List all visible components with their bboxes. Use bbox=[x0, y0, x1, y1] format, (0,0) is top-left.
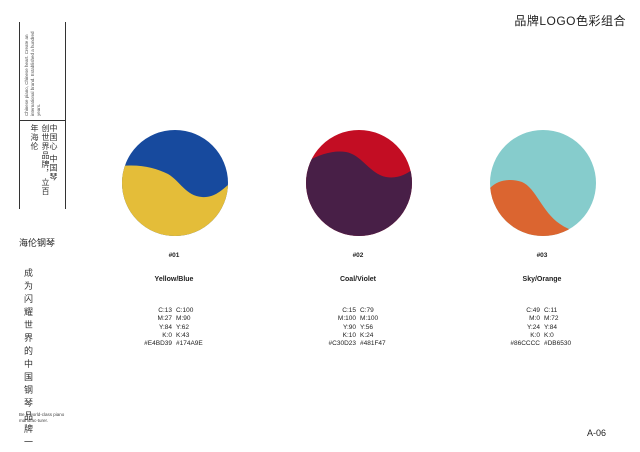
spec-k-right: K:43 bbox=[176, 331, 190, 339]
spec-hex-left: #C30D23 bbox=[328, 340, 356, 348]
spec-c-left: C:49 bbox=[526, 307, 540, 314]
spec-y-right: Y:56 bbox=[360, 323, 374, 331]
spec-c-right: C:79 bbox=[360, 307, 374, 314]
swatch-name: Yellow/Blue bbox=[154, 276, 194, 283]
logo-circle-sky-orange bbox=[490, 130, 596, 236]
swatch-number: #02 bbox=[352, 252, 364, 259]
page-title: 品牌LOGO色彩组合 bbox=[514, 14, 626, 28]
sidebar-frame bbox=[19, 22, 66, 209]
spec-k-left: K:0 bbox=[530, 331, 540, 339]
circle-bottom-color bbox=[306, 151, 412, 236]
spec-c-right: C:100 bbox=[176, 307, 194, 314]
spec-y-left: Y:90 bbox=[342, 323, 356, 331]
spec-m-right: M:72 bbox=[544, 315, 559, 323]
spec-k-right: K:24 bbox=[360, 331, 374, 339]
color-spec-block: C:49 M:0 Y:24 K:0 #86CCCC C:11 M:72 Y:84… bbox=[472, 307, 612, 351]
spec-hex-right: #174A9E bbox=[176, 340, 203, 348]
swatch-yellow-blue bbox=[122, 130, 228, 236]
spec-m-right: M:90 bbox=[176, 315, 191, 323]
spec-hex-right: #481F47 bbox=[360, 340, 386, 348]
english-slogan: Be a world-class piano manufac-turer. bbox=[19, 412, 65, 423]
spec-hex-left: #E4BD39 bbox=[144, 340, 172, 348]
spec-y-left: Y:24 bbox=[526, 323, 540, 331]
spec-m-left: M:0 bbox=[529, 315, 540, 323]
circle-bottom-color bbox=[490, 180, 596, 236]
spec-c-left: C:15 bbox=[342, 307, 356, 314]
sidebar-english-tagline: Chinese piano, Chinese heart. Create an … bbox=[24, 31, 41, 116]
sidebar-cn-line-1: 创世界品牌，立百年海伦 bbox=[30, 124, 50, 196]
swatch-name: Coal/Violet bbox=[339, 276, 377, 283]
spec-y-right: Y:84 bbox=[544, 323, 558, 331]
spec-m-left: M:27 bbox=[157, 315, 172, 323]
sidebar-divider bbox=[20, 120, 65, 121]
brand-name: 海伦钢琴 bbox=[19, 239, 56, 249]
spec-c-left: C:13 bbox=[158, 307, 172, 314]
spec-k-left: K:10 bbox=[342, 331, 356, 339]
spec-k-left: K:0 bbox=[162, 331, 172, 339]
swatch-number: #03 bbox=[536, 252, 548, 259]
spec-k-right: K:0 bbox=[544, 331, 554, 339]
color-spec-block: C:15 M:100 Y:90 K:10 #C30D23 C:79 M:100 … bbox=[288, 307, 428, 351]
brand-slogan: 成为闪耀世界的中国钢琴品牌一 bbox=[22, 268, 32, 450]
sidebar-cn-line-2: 中国心 中国琴 bbox=[49, 124, 58, 182]
spec-hex-right: #DB6530 bbox=[544, 340, 572, 348]
swatch-coal-violet bbox=[306, 130, 412, 236]
logo-circle-coal-violet bbox=[306, 130, 412, 236]
spec-c-right: C:11 bbox=[544, 307, 558, 314]
circle-bottom-color bbox=[122, 165, 228, 236]
color-spec-block: C:13 M:27 Y:84 K:0 #E4BD39 C:100 M:90 Y:… bbox=[104, 307, 244, 351]
spec-m-right: M:100 bbox=[360, 315, 379, 323]
spec-m-left: M:100 bbox=[337, 315, 356, 323]
spec-y-left: Y:84 bbox=[158, 323, 172, 331]
logo-circle-yellow-blue bbox=[122, 130, 228, 236]
swatch-name: Sky/Orange bbox=[522, 276, 562, 283]
page-number: A-06 bbox=[586, 428, 606, 438]
swatch-sky-orange bbox=[490, 130, 596, 236]
spec-hex-left: #86CCCC bbox=[510, 340, 540, 348]
swatch-number: #01 bbox=[168, 252, 180, 259]
spec-y-right: Y:62 bbox=[176, 323, 190, 331]
